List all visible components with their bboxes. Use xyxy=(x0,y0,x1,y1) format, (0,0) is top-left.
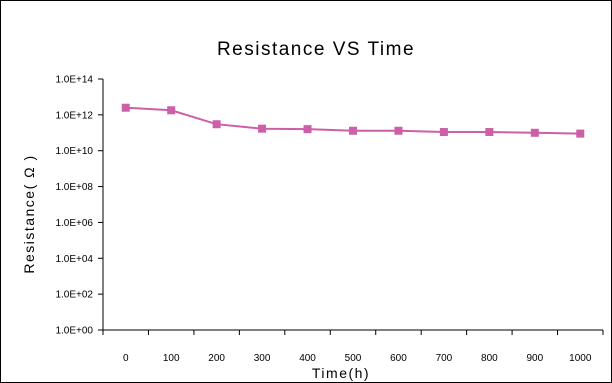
y-tick-label: 1.0E+08 xyxy=(55,182,93,193)
x-tick-label: 700 xyxy=(436,353,453,364)
x-tick-label: 300 xyxy=(254,353,271,364)
data-point xyxy=(167,106,176,115)
data-point xyxy=(303,125,312,134)
y-tick-label: 1.0E+14 xyxy=(55,75,93,86)
x-axis-label: Time(h) xyxy=(312,365,370,381)
y-tick-label: 1.0E+06 xyxy=(55,218,93,229)
x-tick-label: 100 xyxy=(163,353,180,364)
y-tick-label: 1.0E+10 xyxy=(55,146,93,157)
series-resistance xyxy=(121,103,585,138)
x-tick-label: 1000 xyxy=(569,353,592,364)
data-point xyxy=(530,128,539,137)
x-tick-label: 0 xyxy=(123,353,129,364)
x-tick-label: 400 xyxy=(299,353,316,364)
data-point xyxy=(576,129,585,138)
y-tick-label: 1.0E+04 xyxy=(55,254,93,265)
y-axis-ticks: 1.0E+00 1.0E+02 1.0E+04 1.0E+06 1.0E+08 1.0E+… xyxy=(55,75,103,337)
data-point xyxy=(485,128,494,137)
data-point xyxy=(349,126,357,135)
data-point xyxy=(212,120,221,129)
x-tick-label: 600 xyxy=(390,353,407,364)
x-tick-label: 500 xyxy=(345,353,362,364)
x-tick-label: 900 xyxy=(526,353,543,364)
y-tick-label: 1.0E+00 xyxy=(55,326,93,337)
x-tick-label: 800 xyxy=(481,353,498,364)
y-tick-label: 1.0E+12 xyxy=(55,110,93,121)
data-point xyxy=(394,126,403,135)
plot-area: 1.0E+00 1.0E+02 1.0E+04 1.0E+06 1.0E+08 1.0E+… xyxy=(55,75,604,364)
y-axis-label: Resistance( Ω ) xyxy=(21,154,37,273)
x-tick-label: 200 xyxy=(208,353,225,364)
data-point xyxy=(121,103,130,112)
data-point xyxy=(258,124,267,133)
x-axis-ticks: 0 100 200 300 400 500 600 700 800 900 1000 xyxy=(102,330,604,364)
chart-title: Resistance VS Time xyxy=(217,39,415,60)
data-point xyxy=(439,128,448,137)
y-tick-label: 1.0E+02 xyxy=(55,290,93,301)
